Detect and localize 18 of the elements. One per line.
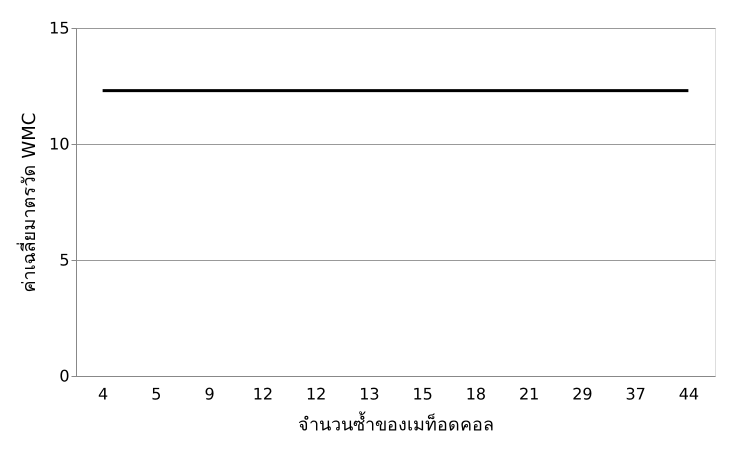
x-tick-label: 5 (151, 384, 162, 404)
y-tick-label: 10 (49, 134, 70, 154)
y-axis-title: ค่าเฉลี่ยมาตรวัด WMC (16, 112, 40, 292)
x-axis-title: จำนวนซ้ำของเมท็อดคอล (298, 412, 494, 436)
x-tick-label: 18 (466, 384, 486, 404)
y-tick-label: 5 (59, 250, 70, 270)
x-tick-label: 4 (98, 384, 108, 404)
y-tick-label: 15 (49, 18, 70, 38)
x-tick-label: 12 (306, 384, 326, 404)
x-tick-label: 29 (572, 384, 593, 404)
x-tick-label: 9 (204, 384, 215, 404)
x-tick-label: 44 (678, 384, 700, 404)
x-tick-label: 37 (625, 384, 646, 404)
x-tick-label: 13 (359, 384, 380, 404)
x-tick-label: 21 (518, 384, 540, 404)
x-tick-label: 15 (412, 384, 433, 404)
y-tick-label: 0 (59, 366, 70, 386)
x-tick-label: 12 (252, 384, 274, 404)
